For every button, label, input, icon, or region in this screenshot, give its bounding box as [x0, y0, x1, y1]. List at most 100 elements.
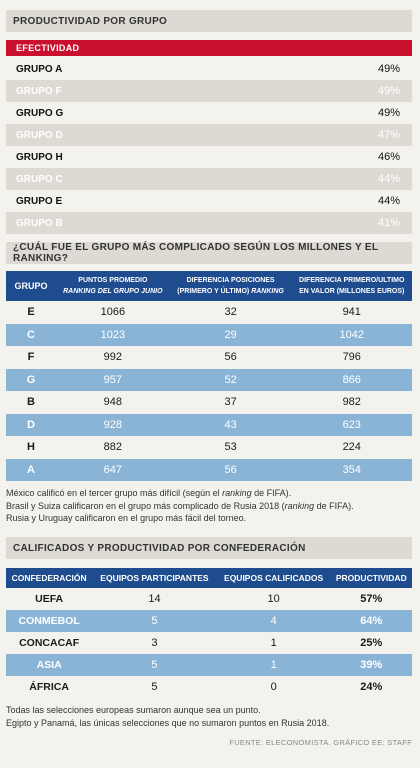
table-row: B 948 37 982	[6, 391, 412, 414]
cell-participantes: 5	[92, 676, 217, 698]
source-credit: FUENTE: ELECONOMISTA. GRÁFICO EE: STAFF	[229, 738, 412, 747]
cell-productividad: 24%	[330, 676, 412, 698]
productividad-title-text: PRODUCTIVIDAD POR GRUPO	[13, 15, 168, 27]
note-text: Brasil y Suiza calificaron en el grupo m…	[6, 500, 285, 511]
table-row: CONMEBOL 5 4 64%	[6, 610, 412, 632]
list-item: GRUPO F 49%	[6, 80, 412, 102]
col-header-dif-pos-line2: (PRIMERO Y ÚLTIMO)	[177, 288, 252, 295]
table-header-row: GRUPO PUNTOS PROMEDIO RANKING DEL GRUPO J…	[6, 271, 412, 301]
list-item: GRUPO G 49%	[6, 102, 412, 124]
group-name: GRUPO A	[16, 63, 63, 75]
cell-dif-val: 224	[291, 436, 412, 459]
cell-calificados: 4	[216, 610, 331, 632]
col-header-puntos-line1: PUNTOS PROMEDIO	[78, 277, 148, 284]
cell-calificados: 0	[216, 676, 331, 698]
group-name: GRUPO B	[16, 217, 63, 229]
cell-puntos: 928	[56, 413, 170, 436]
group-name: GRUPO E	[16, 195, 63, 207]
cell-dif-pos: 56	[169, 458, 292, 481]
group-name: GRUPO C	[16, 173, 63, 185]
cell-calificados: 1	[216, 654, 331, 676]
table-row: ASIA 5 1 39%	[6, 654, 412, 676]
group-pct: 49%	[377, 85, 400, 97]
cell-grupo: E	[6, 301, 56, 324]
confederation-table: CONFEDERACIÓN EQUIPOS PARTICIPANTES EQUI…	[6, 568, 412, 698]
cell-grupo: D	[6, 413, 56, 436]
group-pct: 41%	[377, 217, 400, 229]
group-name: GRUPO H	[16, 151, 63, 163]
list-item: GRUPO E 44%	[6, 190, 412, 212]
cell-dif-pos: 43	[169, 413, 292, 436]
group-ranking-table: GRUPO PUNTOS PROMEDIO RANKING DEL GRUPO J…	[6, 271, 412, 481]
group-name: GRUPO F	[16, 85, 62, 97]
group-pct: 44%	[377, 173, 400, 185]
cell-dif-pos: 29	[169, 323, 292, 346]
cell-dif-val: 354	[291, 458, 412, 481]
cell-productividad: 57%	[330, 588, 412, 610]
cell-conf: ASIA	[6, 654, 93, 676]
col-header-dif-pos-ranking: RANKING	[251, 288, 284, 295]
complicado-notes: México calificó en el tercer grupo más d…	[6, 487, 412, 525]
group-name: GRUPO D	[16, 129, 63, 141]
group-pct: 49%	[377, 107, 400, 119]
note-ranking-italic: ranking	[284, 500, 315, 511]
confederacion-notes: Todas las selecciones europeas sumaron a…	[6, 704, 412, 729]
cell-grupo: B	[6, 391, 56, 414]
cell-dif-val: 1042	[291, 323, 412, 346]
cell-puntos: 1023	[56, 323, 170, 346]
group-pct: 46%	[377, 151, 400, 163]
cell-conf: CONCACAF	[6, 632, 93, 654]
note-line: Rusia y Uruguay calificaron en el grupo …	[6, 513, 247, 523]
table-row: C 1023 29 1042	[6, 323, 412, 346]
list-item: GRUPO A 49%	[6, 58, 412, 80]
cell-dif-val: 941	[291, 301, 412, 324]
col-header-puntos: PUNTOS PROMEDIO RANKING DEL GRUPO JUNIO	[56, 271, 170, 301]
cell-conf: ÁFRICA	[6, 676, 93, 698]
cell-puntos: 957	[56, 368, 170, 391]
group-pct: 47%	[377, 129, 400, 141]
col-header-conf: CONFEDERACIÓN	[6, 568, 93, 588]
cell-dif-pos: 56	[169, 346, 292, 369]
col-header-productividad: PRODUCTIVIDAD	[330, 568, 412, 588]
list-item: GRUPO C 44%	[6, 168, 412, 190]
col-header-grupo: GRUPO	[6, 271, 56, 301]
table-row: ÁFRICA 5 0 24%	[6, 676, 412, 698]
cell-dif-pos: 53	[169, 436, 292, 459]
note-line: Brasil y Suiza calificaron en el grupo m…	[6, 500, 412, 513]
col-header-participantes: EQUIPOS PARTICIPANTES	[92, 568, 217, 588]
cell-dif-val: 623	[291, 413, 412, 436]
cell-calificados: 10	[216, 588, 331, 610]
col-header-dif-pos-line1: DIFERENCIA POSICIONES	[186, 277, 275, 284]
productividad-section-title: PRODUCTIVIDAD POR GRUPO	[6, 10, 412, 32]
cell-participantes: 5	[92, 654, 217, 676]
table-row: G 957 52 866	[6, 368, 412, 391]
cell-dif-pos: 37	[169, 391, 292, 414]
note-text: de FIFA).	[251, 488, 292, 498]
confederacion-title-text: CALIFICADOS Y PRODUCTIVIDAD POR CONFEDER…	[13, 542, 306, 554]
confederacion-section-title: CALIFICADOS Y PRODUCTIVIDAD POR CONFEDER…	[6, 537, 412, 559]
cell-participantes: 3	[92, 632, 217, 654]
table-row: CONCACAF 3 1 25%	[6, 632, 412, 654]
complicado-title-text: ¿CUÁL FUE EL GRUPO MÁS COMPLICADO SEGÚN …	[13, 242, 379, 264]
cell-grupo: H	[6, 436, 56, 459]
cell-conf: UEFA	[6, 588, 93, 610]
col-header-dif-pos: DIFERENCIA POSICIONES (PRIMERO Y ÚLTIMO) …	[169, 271, 292, 301]
table-row: F 992 56 796	[6, 346, 412, 369]
group-pct: 44%	[377, 195, 400, 207]
cell-participantes: 14	[92, 588, 217, 610]
cell-puntos: 992	[56, 346, 170, 369]
efectividad-label-bar: EFECTIVIDAD	[6, 40, 412, 56]
cell-productividad: 64%	[330, 610, 412, 632]
cell-productividad: 25%	[330, 632, 412, 654]
table-row: UEFA 14 10 57%	[6, 588, 412, 610]
col-header-dif-val: DIFERENCIA PRIMERO/ULTIMO EN VALOR (MILLO…	[291, 271, 412, 301]
cell-grupo: F	[6, 346, 56, 369]
note-text: de FIFA).	[314, 500, 354, 511]
cell-grupo: A	[6, 458, 56, 481]
list-item: GRUPO H 46%	[6, 146, 412, 168]
cell-calificados: 1	[216, 632, 331, 654]
cell-dif-val: 796	[291, 346, 412, 369]
group-pct: 49%	[377, 63, 400, 75]
cell-grupo: C	[6, 323, 56, 346]
cell-puntos: 647	[56, 458, 170, 481]
